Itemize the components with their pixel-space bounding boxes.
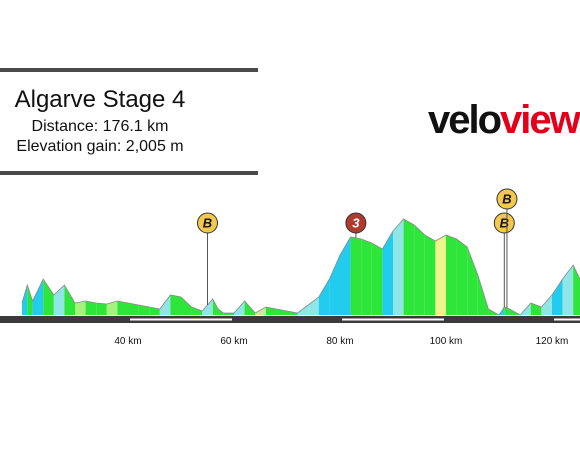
elevation-segment xyxy=(424,235,436,315)
sprint-marker-circle xyxy=(493,212,515,234)
info-bottom-rule xyxy=(0,171,258,175)
elevation-segment xyxy=(22,285,28,315)
road-km-stripe xyxy=(342,318,444,321)
x-tick-label: 100 km xyxy=(430,336,463,347)
road-km-stripe xyxy=(554,318,580,321)
elevation-segment xyxy=(340,237,351,315)
x-tick-label: 40 km xyxy=(114,336,141,347)
elevation-segment xyxy=(350,237,362,315)
elevation-segment xyxy=(106,301,118,315)
x-tick-label: 60 km xyxy=(220,336,247,347)
stage-info-box: Algarve Stage 4 Distance: 176.1 km Eleva… xyxy=(0,68,258,175)
elevation-segment xyxy=(287,311,298,315)
sprint-marker-label: B xyxy=(500,216,509,231)
elevation-segment xyxy=(308,297,319,315)
elevation-segment xyxy=(64,285,75,315)
elevation-segment xyxy=(318,279,330,315)
elevation-segment xyxy=(477,275,489,315)
elevation-segment xyxy=(552,279,563,315)
elevation-segment xyxy=(212,299,219,315)
logo-part-view: view xyxy=(500,98,580,142)
elevation-segment xyxy=(159,295,171,315)
stage-elevation-gain: Elevation gain: 2,005 m xyxy=(16,138,184,155)
elevation-segment xyxy=(32,279,44,315)
elevation-segment xyxy=(43,279,54,315)
elevation-segment xyxy=(414,225,425,315)
elevation-segment xyxy=(255,307,266,315)
elevation-segment xyxy=(446,235,457,315)
elevation-segment xyxy=(170,295,181,315)
elevation-segment xyxy=(435,235,446,315)
elevation-segment xyxy=(504,307,510,315)
elevation-segment xyxy=(541,295,552,315)
elevation-segment xyxy=(573,265,580,315)
sprint-marker-circle xyxy=(496,188,518,210)
elevation-segment xyxy=(562,265,574,315)
sprint-marker-circle xyxy=(197,212,218,234)
elevation-segment xyxy=(85,301,97,315)
x-tick-label: 80 km xyxy=(326,336,353,347)
elevation-segment xyxy=(181,297,192,315)
elevation-segment xyxy=(393,219,404,315)
elevation-segment xyxy=(27,285,33,315)
road-band xyxy=(0,316,580,323)
elevation-segment xyxy=(265,307,277,315)
elevation-segment xyxy=(382,231,393,315)
elevation-outline xyxy=(21,218,580,316)
elevation-segment xyxy=(191,307,203,315)
elevation-segment xyxy=(149,307,160,315)
climb-marker-circle xyxy=(345,212,367,234)
elevation-segment xyxy=(117,301,128,315)
stage-title: Algarve Stage 4 xyxy=(14,86,186,113)
elevation-segment xyxy=(223,313,234,315)
elevation-segment xyxy=(96,303,107,315)
elevation-segment xyxy=(456,239,468,315)
elevation-segment xyxy=(276,309,287,315)
veloview-logo: veloview xyxy=(428,98,580,142)
elevation-segment xyxy=(329,255,340,315)
elevation-segment xyxy=(138,305,150,315)
elevation-segment xyxy=(361,239,372,315)
sprint-marker-label: B xyxy=(502,192,511,207)
elevation-segment xyxy=(403,219,415,315)
elevation-segment xyxy=(202,299,213,315)
elevation-segment xyxy=(75,301,86,315)
road-km-stripe xyxy=(130,318,232,321)
climb-marker-label: 3 xyxy=(352,216,360,231)
logo-part-velo: velo xyxy=(428,98,502,142)
elevation-segment xyxy=(128,303,139,315)
x-tick-label: 120 km xyxy=(536,336,569,347)
elevation-segment xyxy=(467,247,478,315)
elevation-segment xyxy=(371,243,383,315)
sprint-marker-label: B xyxy=(203,216,212,231)
stage-distance: Distance: 176.1 km xyxy=(31,118,169,135)
info-top-rule xyxy=(0,68,258,72)
